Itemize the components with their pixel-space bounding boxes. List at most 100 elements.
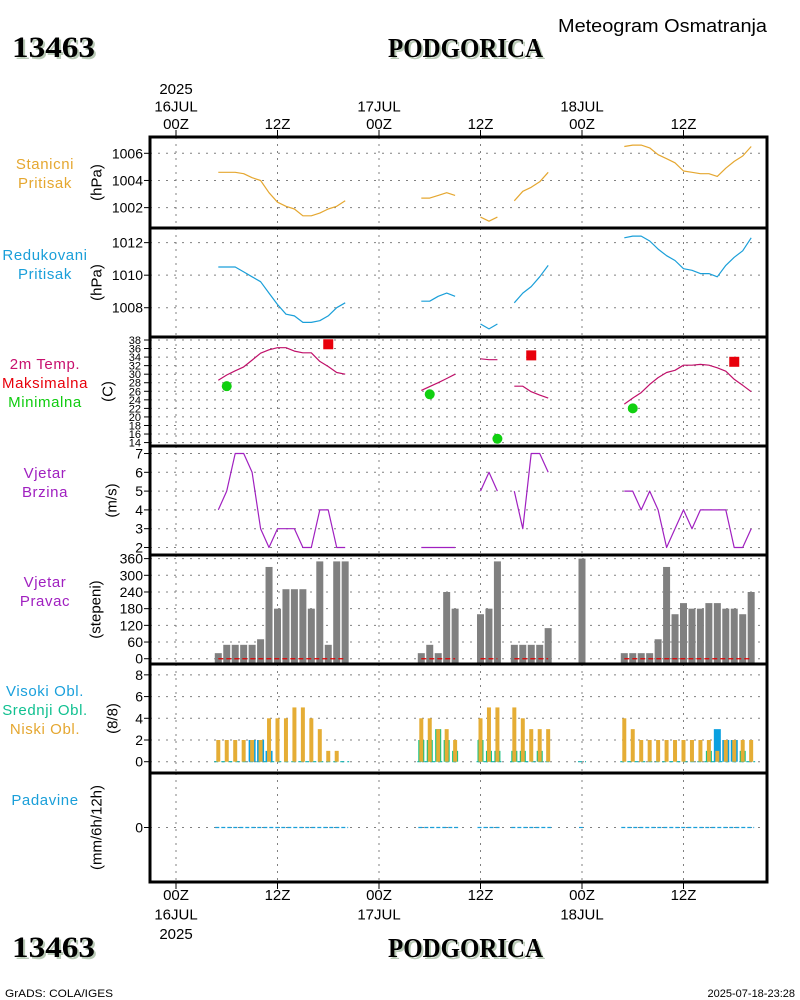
unit-label: (8/8) <box>105 703 122 734</box>
data-marks <box>214 144 756 829</box>
y-tick-label: 2 <box>135 732 143 748</box>
y-tick-label: 60 <box>127 634 143 650</box>
footer: 13463 13463 PODGORICA PODGORICA GrADS: C… <box>5 931 795 1000</box>
bottom-time-label: 12Z <box>671 887 697 904</box>
wind-direction-bar <box>578 558 586 664</box>
cloud-low-bar <box>241 739 246 762</box>
cloud-low-bar <box>664 739 669 762</box>
axes-labels: 1002 1004 1006 Stanicni Pritisak (hPa) 1008 101… <box>2 81 696 943</box>
footer-station-id-shadow: 13463 <box>14 933 97 966</box>
cloud-low-bar <box>224 739 229 762</box>
cloud-low-bar <box>292 707 297 762</box>
y-tick-label: 0 <box>135 651 143 667</box>
y-tick-label: 6 <box>135 689 143 705</box>
reduced-pressure-line <box>513 265 549 304</box>
reduced-pressure-line <box>421 292 456 302</box>
wind-direction-bar <box>265 566 273 664</box>
tmin-marker <box>492 433 503 444</box>
tmin-marker <box>627 403 638 414</box>
wind-speed-line <box>513 452 549 530</box>
y-tick-label: 22 <box>129 403 141 415</box>
wind-direction-bar <box>536 644 544 664</box>
tmax-marker <box>526 350 537 361</box>
panel-station-pressure <box>218 144 752 222</box>
panel-label: Maksimalna <box>2 375 88 392</box>
y-tick-label: 2 <box>135 539 143 555</box>
wind-direction-bar <box>739 614 747 664</box>
cloud-low-bar <box>512 707 517 762</box>
unit-label: (mm/6h/12h) <box>89 785 106 870</box>
panel-clouds <box>214 707 756 763</box>
temperature-line <box>421 373 456 391</box>
cloud-high-bar <box>713 729 721 762</box>
y-tick-label: 0 <box>135 754 143 770</box>
panel-label: Pritisak <box>18 266 72 283</box>
cloud-low-bar <box>681 739 686 762</box>
cloud-low-bar <box>622 718 627 762</box>
top-time-label: 17JUL <box>357 99 400 116</box>
cloud-low-bar <box>233 739 238 762</box>
wind-direction-bar <box>485 608 493 664</box>
station-pressure-line <box>421 192 456 199</box>
y-tick-label: 38 <box>129 335 141 347</box>
wind-direction-bar <box>544 628 552 664</box>
cloud-low-bar <box>546 729 551 762</box>
bottom-time-label: 12Z <box>468 887 494 904</box>
panel-label: Vjetar <box>24 465 67 482</box>
y-tick-label: 1008 <box>112 300 143 316</box>
unit-label: (hPa) <box>89 264 106 301</box>
y-tick-label: 1002 <box>112 200 143 216</box>
wind-direction-bar <box>223 644 231 664</box>
cloud-low-bar <box>317 729 322 762</box>
cloud-low-bar <box>689 739 694 762</box>
tmin-marker <box>424 389 435 400</box>
footer-station-name: PODGORICA <box>388 933 543 963</box>
wind-direction-bar <box>257 639 265 664</box>
cloud-low-bar <box>478 718 483 762</box>
bottom-time-label: 18JUL <box>560 907 603 924</box>
cloud-low-bar <box>283 718 288 762</box>
y-tick-label: 7 <box>135 446 143 462</box>
temperature-line <box>623 363 752 405</box>
y-tick-label: 16 <box>129 429 141 441</box>
y-tick-label: 300 <box>120 567 144 583</box>
wind-speed-line <box>624 490 752 549</box>
y-tick-label: 1004 <box>112 172 143 188</box>
tmax-marker <box>729 356 740 367</box>
cloud-low-bar <box>520 718 525 762</box>
cloud-low-bar <box>715 750 720 762</box>
wind-direction-bar <box>341 561 349 664</box>
reduced-pressure-line <box>218 266 346 323</box>
wind-direction-bar <box>299 589 307 664</box>
y-tick-label: 30 <box>129 369 141 381</box>
y-tick-label: 18 <box>129 420 141 432</box>
bottom-time-label: 2025 <box>159 926 192 943</box>
top-time-label: 12Z <box>468 116 494 133</box>
chart-subtitle: Meteogram Osmatranja <box>558 16 768 36</box>
panel-label: Padavine <box>11 792 78 809</box>
cloud-low-bar <box>486 707 491 762</box>
top-time-label: 12Z <box>265 116 291 133</box>
station-pressure-line <box>480 216 498 222</box>
cloud-low-bar <box>537 729 542 762</box>
cloud-low-bar <box>258 739 263 762</box>
panel-label: Pravac <box>20 593 70 610</box>
y-tick-label: 5 <box>135 483 143 499</box>
wind-direction-bar <box>679 603 687 664</box>
cloud-low-bar <box>326 750 331 762</box>
station-id: 13463 <box>12 31 95 64</box>
temperature-line <box>514 385 549 399</box>
panel-wind-direction <box>214 558 755 664</box>
tmin-marker <box>221 381 232 392</box>
cloud-low-bar <box>706 739 711 762</box>
unit-label: (m/s) <box>104 483 121 517</box>
panel-label: Stanicni <box>16 156 74 173</box>
cloud-low-bar <box>300 707 305 762</box>
cloud-low-bar <box>749 739 754 762</box>
wind-speed-line <box>217 452 346 549</box>
panel-label: Pritisak <box>18 175 72 192</box>
wind-direction-bar <box>730 608 738 664</box>
bottom-time-label: 00Z <box>163 887 189 904</box>
top-time-label: 00Z <box>569 116 595 133</box>
cloud-low-bar <box>673 739 678 762</box>
